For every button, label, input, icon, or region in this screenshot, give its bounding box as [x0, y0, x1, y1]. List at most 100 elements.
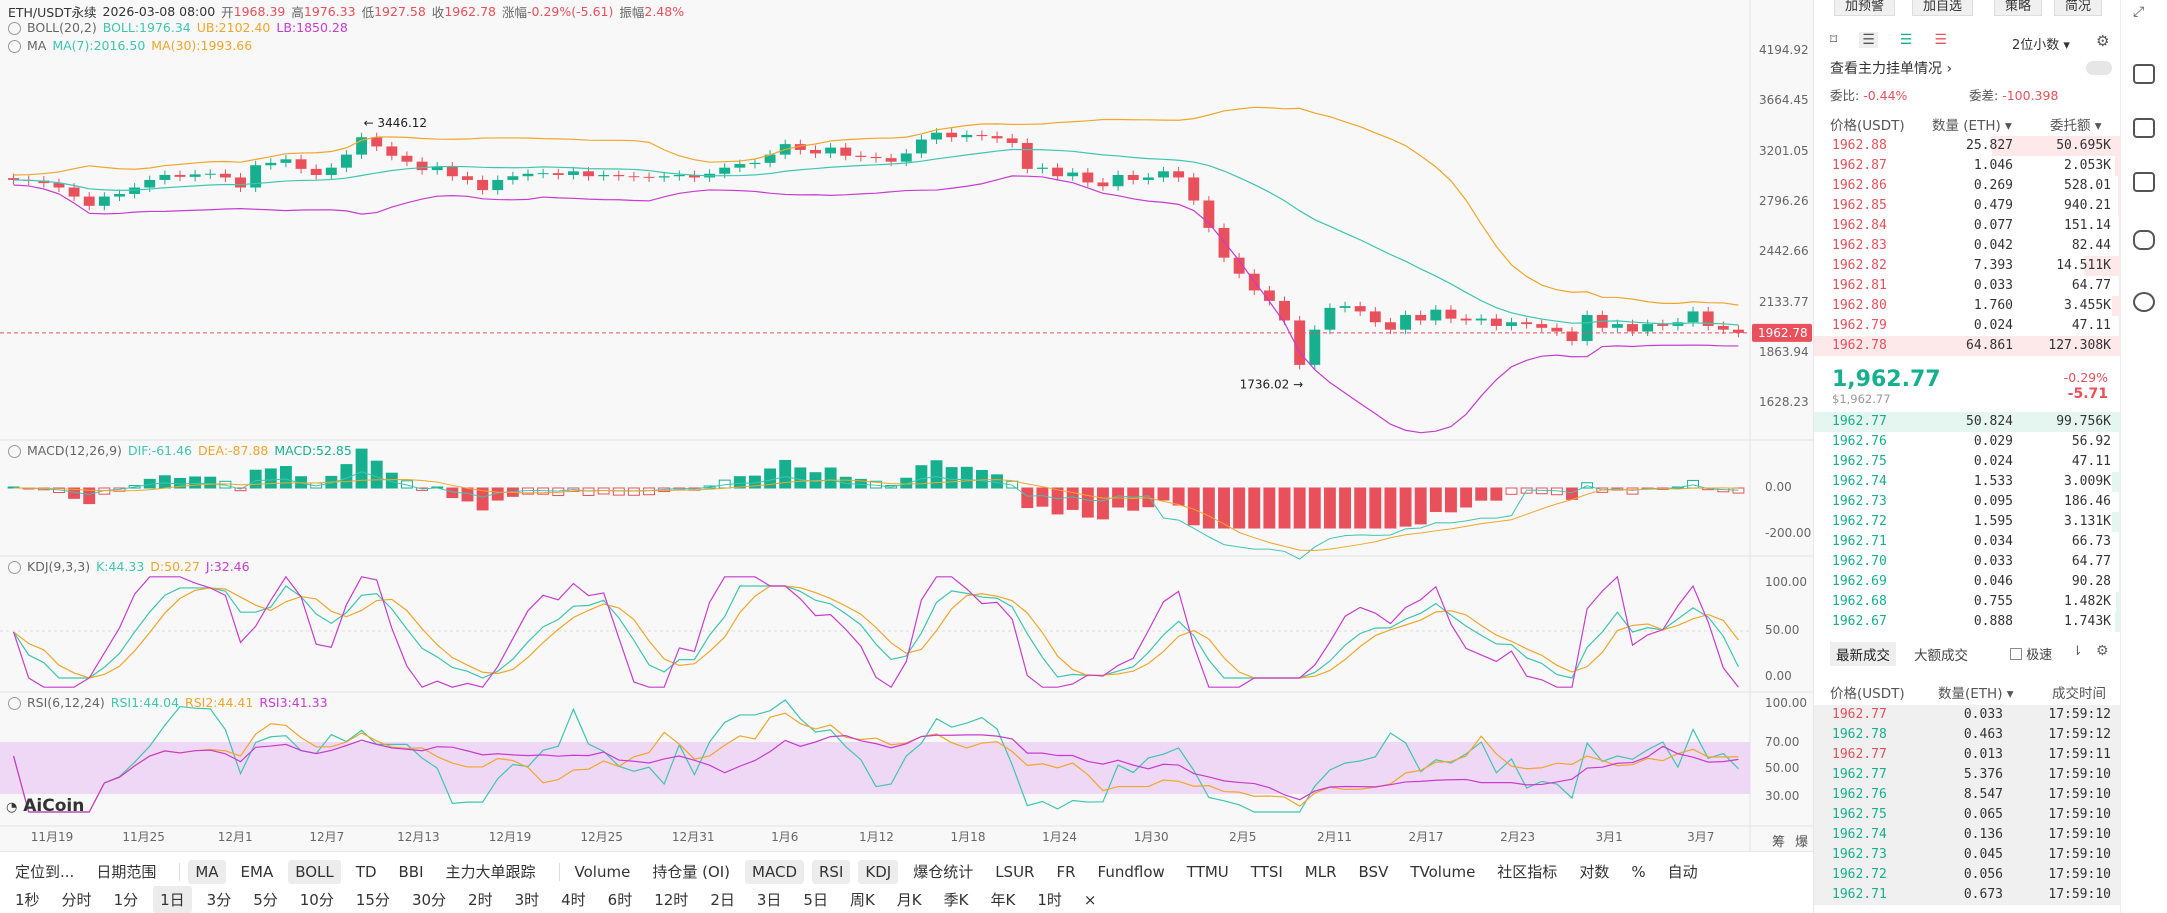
indicator-24[interactable]: %: [1631, 862, 1646, 881]
strategy-button[interactable]: 策略: [1994, 0, 2043, 16]
interval-17[interactable]: 周K: [849, 891, 875, 909]
ask-row[interactable]: 1962.82 7.393 14.511K: [1814, 256, 2121, 276]
bid-row[interactable]: 1962.75 0.024 47.11: [1814, 452, 2121, 472]
alert-bell-icon[interactable]: [8, 445, 21, 458]
checkbox-icon[interactable]: [2010, 648, 2022, 660]
ask-row[interactable]: 1962.87 1.046 2.053K: [1814, 156, 2121, 176]
macd-legend[interactable]: MACD(12,26,9) DIF:-61.46 DEA:-87.88 MACD…: [8, 443, 352, 458]
interval-6[interactable]: 10分: [299, 891, 334, 909]
interval-10[interactable]: 3时: [514, 891, 540, 909]
indicator-12[interactable]: KDJ: [858, 859, 899, 884]
decimals-select[interactable]: 2位小数 ▾: [2012, 34, 2070, 53]
interval-11[interactable]: 4时: [561, 891, 586, 909]
col-qty[interactable]: 数量 (ETH) ▾: [1932, 118, 2012, 134]
gear-icon[interactable]: ⚙: [2096, 32, 2110, 50]
ask-row[interactable]: 1962.79 0.024 47.11: [1814, 316, 2121, 336]
interval-13[interactable]: 12时: [654, 891, 689, 909]
tab-large-trades[interactable]: 大额成交: [1914, 648, 1968, 664]
indicator-9[interactable]: 持仓量 (OI): [652, 863, 731, 881]
indicator-2[interactable]: MA: [188, 859, 226, 884]
liquidation-toggle[interactable]: 爆: [1795, 835, 1809, 850]
chart-area[interactable]: 4194.92 3664.45 3201.05 2796.26 2442.66 2133.…: [0, 0, 1813, 913]
layout-asks-icon[interactable]: ☰: [1934, 32, 1947, 48]
ask-row[interactable]: 1962.83 0.042 82.44: [1814, 236, 2121, 256]
indicator-6[interactable]: BBI: [398, 862, 424, 881]
layout-both-icon[interactable]: ☰: [1859, 32, 1878, 48]
interval-18[interactable]: 月K: [896, 891, 922, 909]
indicator-23[interactable]: 对数: [1579, 863, 1610, 881]
interval-5[interactable]: 5分: [253, 891, 278, 909]
indicator-17[interactable]: TTMU: [1186, 862, 1229, 881]
ask-row[interactable]: 1962.80 1.760 3.455K: [1814, 296, 2121, 316]
bid-row[interactable]: 1962.71 0.034 66.73: [1814, 532, 2121, 552]
interval-7[interactable]: 15分: [355, 891, 390, 909]
bid-row[interactable]: 1962.72 1.595 3.131K: [1814, 512, 2121, 532]
indicator-20[interactable]: BSV: [1358, 862, 1389, 881]
ask-row[interactable]: 1962.85 0.479 940.21: [1814, 196, 2121, 216]
bookmark-icon[interactable]: ⌑: [1830, 32, 1838, 48]
chart-panel-icon[interactable]: [2133, 118, 2155, 138]
card-icon[interactable]: [2133, 172, 2155, 192]
bid-row[interactable]: 1962.77 50.824 99.756K: [1814, 412, 2121, 432]
expand-icon[interactable]: ⤢: [2133, 4, 2145, 20]
interval-2[interactable]: 1分: [113, 891, 139, 909]
ask-row[interactable]: 1962.88 25.827 50.695K: [1814, 136, 2121, 156]
indicator-18[interactable]: TTSI: [1250, 862, 1283, 881]
kdj-legend[interactable]: KDJ(9,3,3) K:44.33 D:50.27 J:32.46: [8, 559, 250, 574]
interval-9[interactable]: 2时: [468, 891, 493, 909]
interval-1[interactable]: 分时: [61, 891, 92, 909]
interval-0[interactable]: 1秒: [15, 891, 40, 909]
bid-row[interactable]: 1962.69 0.046 90.28: [1814, 572, 2121, 592]
indicator-25[interactable]: 自动: [1667, 863, 1698, 881]
bid-row[interactable]: 1962.74 1.533 3.009K: [1814, 472, 2121, 492]
interval-20[interactable]: 年K: [990, 891, 1016, 909]
indicator-19[interactable]: MLR: [1304, 862, 1337, 881]
indicator-10[interactable]: MACD: [745, 859, 804, 884]
ask-row[interactable]: 1962.81 0.033 64.77: [1814, 276, 2121, 296]
axis-toggles[interactable]: 筹 爆: [1772, 831, 1808, 850]
interval-12[interactable]: 6时: [607, 891, 633, 909]
indicator-22[interactable]: 社区指标: [1497, 863, 1558, 881]
interval-3[interactable]: 1日: [153, 886, 192, 913]
tab-latest-trades[interactable]: 最新成交: [1830, 642, 1896, 666]
indicator-8[interactable]: Volume: [574, 862, 631, 881]
indicator-11[interactable]: RSI: [812, 859, 851, 884]
indicator-15[interactable]: FR: [1056, 862, 1076, 881]
indicator-7[interactable]: 主力大单跟踪: [445, 863, 536, 881]
indicator-1[interactable]: 日期范围: [96, 863, 157, 881]
rsi-legend[interactable]: RSI(6,12,24) RSI1:44.04 RSI2:44.41 RSI3:…: [8, 695, 328, 710]
indicator-16[interactable]: Fundflow: [1097, 862, 1165, 881]
bid-row[interactable]: 1962.70 0.033 64.77: [1814, 552, 2121, 572]
indicator-0[interactable]: 定位到...: [15, 863, 75, 881]
chip-toggle[interactable]: 筹: [1772, 835, 1786, 850]
interval-22[interactable]: ×: [1083, 890, 1097, 909]
interval-4[interactable]: 3分: [206, 891, 232, 909]
bid-row[interactable]: 1962.76 0.029 56.92: [1814, 432, 2121, 452]
filter-icon[interactable]: ⇂: [2072, 644, 2083, 659]
main-orders-link[interactable]: 查看主力挂单情况 ›: [1830, 61, 1953, 77]
robot-icon[interactable]: [2133, 230, 2155, 250]
bid-row[interactable]: 1962.67 0.888 1.743K: [1814, 612, 2121, 632]
alert-bell-icon[interactable]: [8, 40, 21, 53]
interval-8[interactable]: 30分: [411, 891, 447, 909]
indicator-13[interactable]: 爆仓统计: [913, 863, 974, 881]
indicator-21[interactable]: TVolume: [1410, 862, 1476, 881]
overview-button[interactable]: 简况: [2054, 0, 2103, 16]
alert-bell-icon[interactable]: [8, 22, 21, 35]
alert-bell-icon[interactable]: [8, 561, 21, 574]
indicator-5[interactable]: TD: [355, 862, 377, 881]
add-favorite-button[interactable]: 加自选: [1912, 0, 1974, 16]
ask-row[interactable]: 1962.86 0.269 528.01: [1814, 176, 2121, 196]
main-orders-toggle[interactable]: [2086, 61, 2112, 75]
indicator-3[interactable]: EMA: [240, 862, 274, 881]
interval-14[interactable]: 2日: [710, 891, 735, 909]
indicator-14[interactable]: LSUR: [995, 862, 1035, 881]
bid-row[interactable]: 1962.68 0.755 1.482K: [1814, 592, 2121, 612]
ask-row[interactable]: 1962.84 0.077 151.14: [1814, 216, 2121, 236]
ma-legend[interactable]: MA MA(7):2016.50 MA(30):1993.66: [8, 38, 252, 53]
add-alert-button[interactable]: 加预警: [1834, 0, 1896, 16]
kline-chart[interactable]: 4194.92 3664.45 3201.05 2796.26 2442.66 2133.…: [0, 0, 1813, 851]
trade-col-qty[interactable]: 数量(ETH) ▾: [1938, 686, 2014, 702]
ask-row[interactable]: 1962.78 64.861 127.308K: [1814, 336, 2121, 356]
boll-legend[interactable]: BOLL(20,2) BOLL:1976.34 UB:2102.40 LB:18…: [8, 20, 348, 35]
